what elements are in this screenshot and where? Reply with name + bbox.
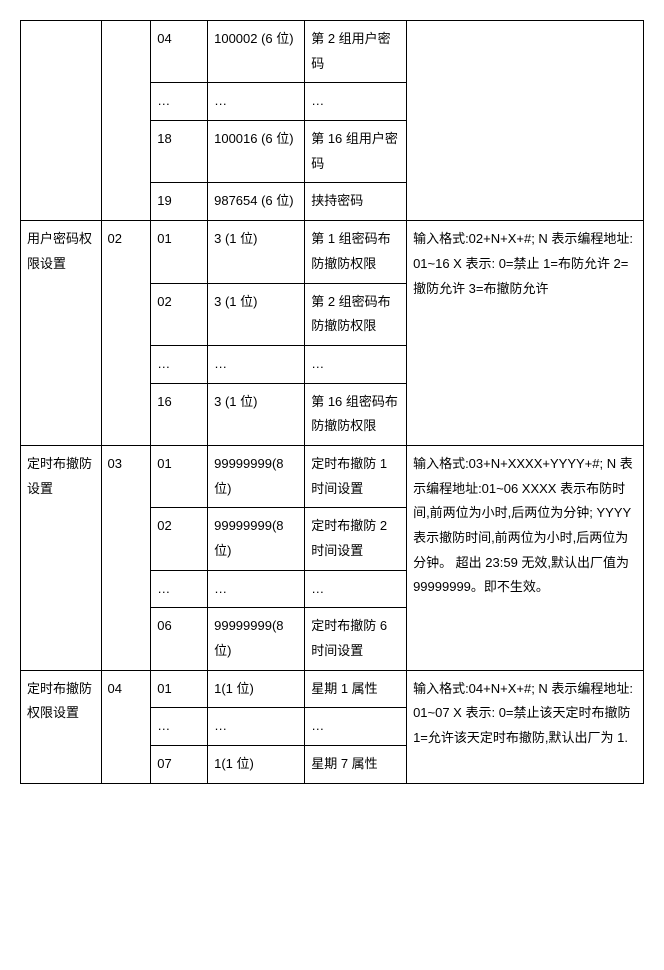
row-desc: …	[305, 83, 407, 121]
section-note: 输入格式:03+N+XXXX+YYYY+#; N 表示编程地址:01~06 XX…	[407, 445, 644, 670]
table-row: 用户密码权限设置 02 01 3 (1 位) 第 1 组密码布防撤防权限 输入格…	[21, 221, 644, 283]
section-code	[101, 21, 151, 221]
row-val: …	[208, 708, 305, 746]
row-desc: …	[305, 708, 407, 746]
row-val: 99999999(8 位)	[208, 445, 305, 507]
section-code: 04	[101, 670, 151, 783]
row-desc: 第 1 组密码布防撤防权限	[305, 221, 407, 283]
row-n: 01	[151, 670, 208, 708]
row-n: 02	[151, 283, 208, 345]
row-desc: 定时布撤防 6 时间设置	[305, 608, 407, 670]
row-desc: 第 16 组用户密码	[305, 121, 407, 183]
row-n: 02	[151, 508, 208, 570]
row-n: 16	[151, 383, 208, 445]
section-note: 输入格式:04+N+X+#; N 表示编程地址:01~07 X 表示: 0=禁止…	[407, 670, 644, 783]
row-n: 07	[151, 746, 208, 784]
row-val: 3 (1 位)	[208, 283, 305, 345]
row-desc: 星期 7 属性	[305, 746, 407, 784]
row-n: 01	[151, 221, 208, 283]
row-desc: …	[305, 570, 407, 608]
row-n: 06	[151, 608, 208, 670]
table-row: 04 100002 (6 位) 第 2 组用户密码	[21, 21, 644, 83]
row-val: …	[208, 345, 305, 383]
row-n: 01	[151, 445, 208, 507]
row-desc: 第 2 组密码布防撤防权限	[305, 283, 407, 345]
row-n: 04	[151, 21, 208, 83]
row-val: 1(1 位)	[208, 746, 305, 784]
row-desc: …	[305, 345, 407, 383]
table-row: 定时布撤防权限设置 04 01 1(1 位) 星期 1 属性 输入格式:04+N…	[21, 670, 644, 708]
row-n: …	[151, 83, 208, 121]
row-desc: 定时布撤防 2 时间设置	[305, 508, 407, 570]
row-val: …	[208, 570, 305, 608]
row-val: 987654 (6 位)	[208, 183, 305, 221]
section-code: 03	[101, 445, 151, 670]
row-val: 1(1 位)	[208, 670, 305, 708]
section-note	[407, 21, 644, 221]
row-desc: 星期 1 属性	[305, 670, 407, 708]
row-n: …	[151, 708, 208, 746]
row-val: 3 (1 位)	[208, 221, 305, 283]
config-table: 04 100002 (6 位) 第 2 组用户密码 … … … 18 10001…	[20, 20, 644, 784]
row-val: 99999999(8 位)	[208, 508, 305, 570]
row-val: 99999999(8 位)	[208, 608, 305, 670]
section-name: 用户密码权限设置	[21, 221, 102, 446]
section-name: 定时布撤防权限设置	[21, 670, 102, 783]
section-name	[21, 21, 102, 221]
row-val: 3 (1 位)	[208, 383, 305, 445]
row-n: …	[151, 570, 208, 608]
row-n: 18	[151, 121, 208, 183]
row-val: 100016 (6 位)	[208, 121, 305, 183]
row-desc: 第 16 组密码布防撤防权限	[305, 383, 407, 445]
row-desc: 定时布撤防 1 时间设置	[305, 445, 407, 507]
row-val: 100002 (6 位)	[208, 21, 305, 83]
section-code: 02	[101, 221, 151, 446]
section-note: 输入格式:02+N+X+#; N 表示编程地址:01~16 X 表示: 0=禁止…	[407, 221, 644, 446]
table-row: 定时布撤防设置 03 01 99999999(8 位) 定时布撤防 1 时间设置…	[21, 445, 644, 507]
row-desc: 第 2 组用户密码	[305, 21, 407, 83]
row-n: …	[151, 345, 208, 383]
row-n: 19	[151, 183, 208, 221]
section-name: 定时布撤防设置	[21, 445, 102, 670]
row-val: …	[208, 83, 305, 121]
row-desc: 挟持密码	[305, 183, 407, 221]
